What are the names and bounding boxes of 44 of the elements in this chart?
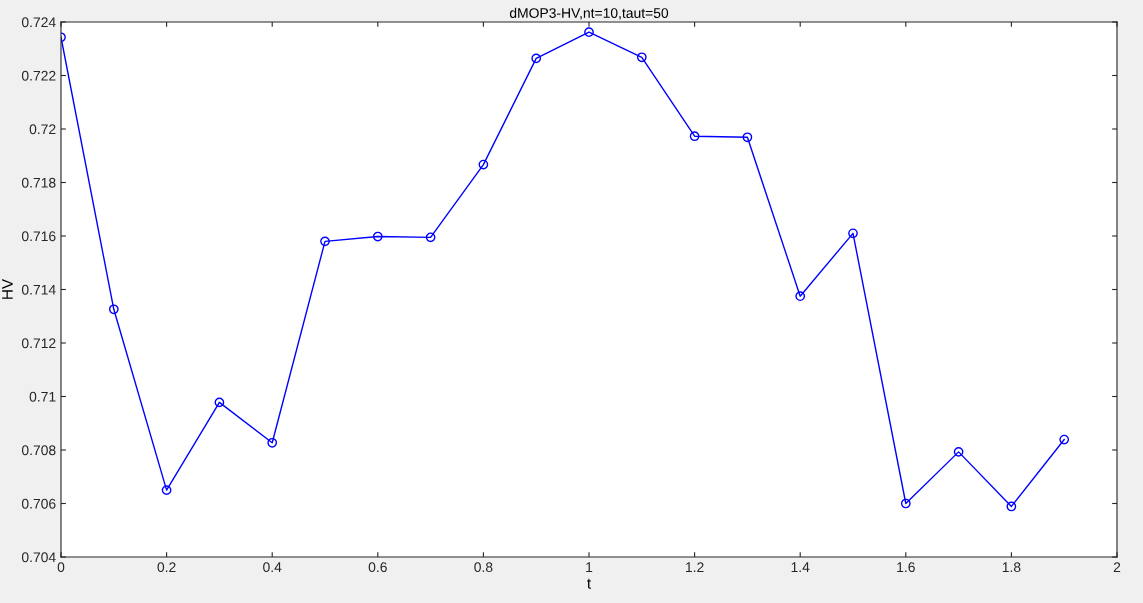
x-tick-label: 1.2	[686, 562, 704, 572]
x-tick-label: 0.4	[263, 562, 282, 573]
point	[953, 447, 964, 457]
x-tick-label: 2	[1113, 562, 1121, 572]
point	[795, 291, 806, 302]
y-tick-label: 0.718	[21, 177, 56, 188]
y-tick-label: 0.706	[21, 498, 56, 509]
point	[108, 304, 119, 315]
point	[848, 228, 858, 239]
x-tick-label: 1.8	[1002, 562, 1021, 573]
y-tick-label: 0.722	[21, 70, 56, 81]
point	[1059, 434, 1070, 445]
point	[478, 159, 489, 170]
x-tick-label: 0.2	[157, 562, 176, 573]
point	[1006, 501, 1017, 512]
point	[742, 132, 753, 143]
y-tick-label: 0.72	[29, 124, 56, 135]
point	[689, 131, 700, 142]
y-tick-label: 0.708	[21, 445, 56, 456]
y-tick-label: 0.716	[21, 231, 56, 242]
x-tick-label: 1.6	[897, 562, 915, 573]
point	[372, 231, 383, 242]
point	[900, 498, 911, 509]
y-tick-label: 0.712	[21, 338, 56, 349]
y-tick-label: 0.724	[21, 17, 56, 28]
point	[267, 437, 278, 448]
point	[214, 397, 225, 408]
x-tick-label: 0	[57, 562, 65, 573]
x-tick-label: 0.6	[368, 562, 387, 573]
y-axis-title: HV	[2, 278, 13, 299]
x-tick-label: 0.8	[474, 562, 493, 573]
point	[425, 232, 436, 243]
chart-title: dMOP3-HV,nt=10,taut=50	[509, 7, 669, 20]
y-tick-label: 0.714	[21, 284, 56, 295]
point	[636, 52, 647, 63]
point	[161, 485, 172, 495]
x-tick-label: 1.4	[791, 562, 810, 572]
point	[320, 236, 330, 247]
y-tick-label: 0.704	[21, 552, 56, 563]
point	[531, 53, 542, 64]
x-axis-title: t	[587, 578, 592, 589]
point	[584, 27, 594, 38]
x-tick-label: 1	[586, 562, 593, 572]
y-tick-label: 0.71	[29, 391, 56, 402]
